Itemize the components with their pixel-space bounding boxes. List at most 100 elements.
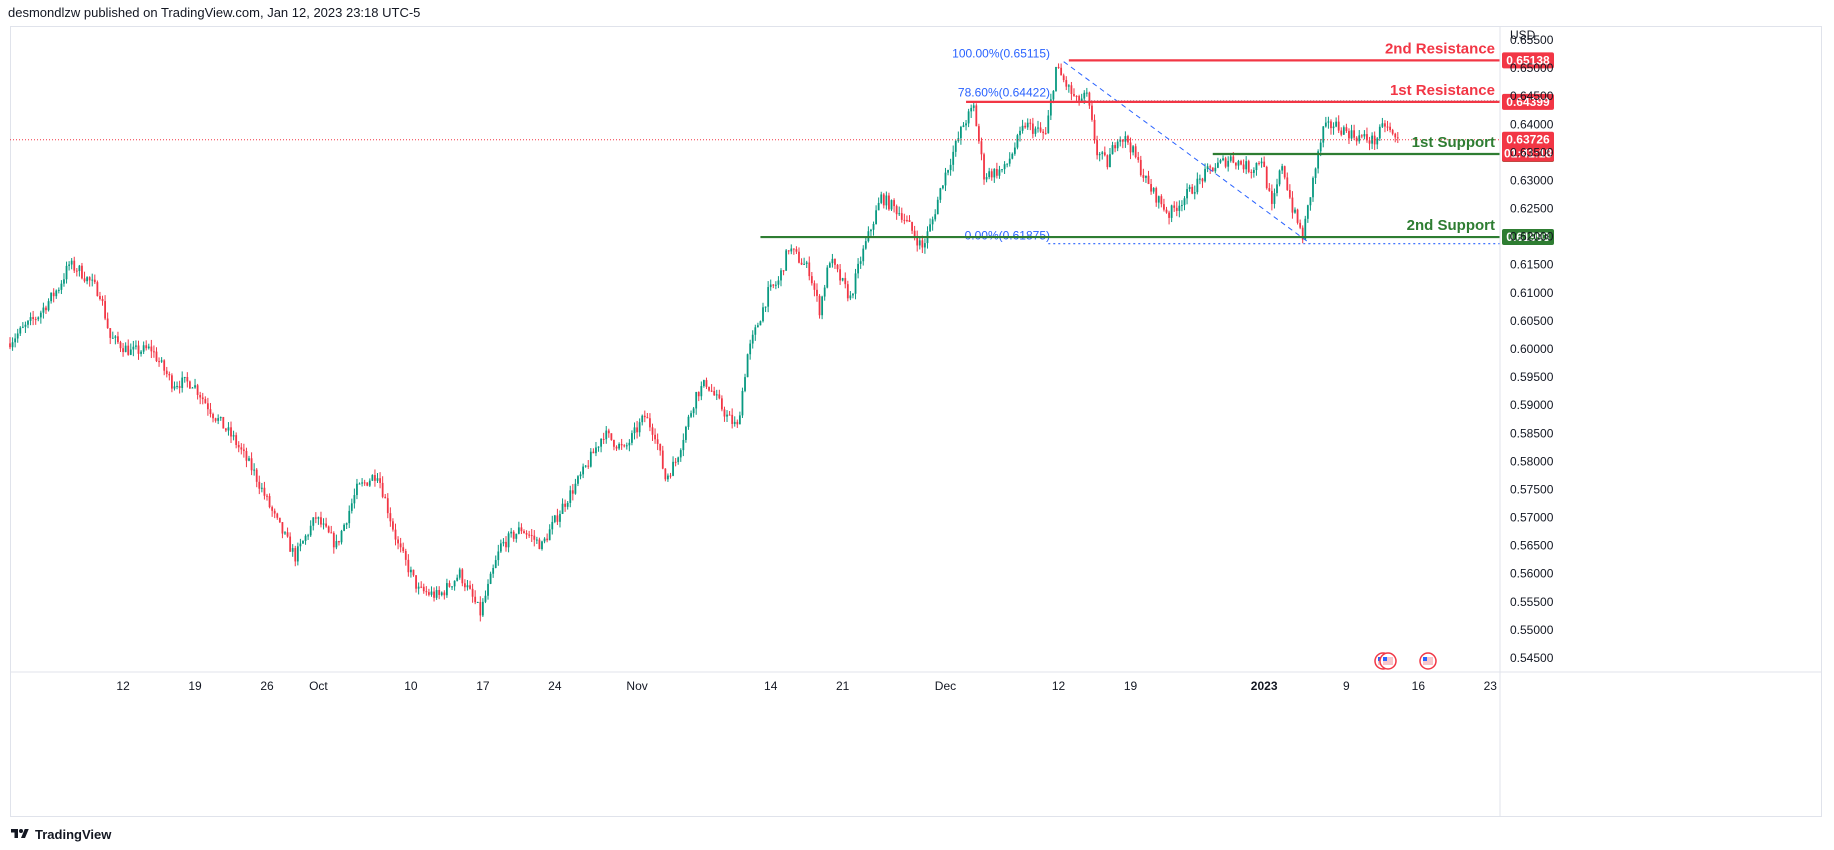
candle-body bbox=[882, 194, 885, 206]
candle-body bbox=[86, 277, 88, 282]
candle-body bbox=[543, 538, 546, 542]
candle-body bbox=[253, 469, 256, 471]
candle-body bbox=[541, 541, 543, 550]
chart-frame bbox=[10, 26, 1822, 817]
candle-body bbox=[1350, 130, 1353, 139]
candle-body bbox=[466, 585, 469, 588]
candle-body bbox=[446, 583, 448, 596]
candle-body bbox=[1240, 161, 1242, 165]
candle-body bbox=[1127, 136, 1129, 143]
x-tick-label: 21 bbox=[836, 679, 850, 693]
candle-body bbox=[942, 185, 944, 189]
candle-body bbox=[708, 386, 710, 391]
candle-body bbox=[109, 328, 112, 338]
candle-body bbox=[1170, 205, 1173, 218]
candle-body bbox=[96, 282, 99, 297]
candle-body bbox=[1373, 135, 1376, 145]
candle-body bbox=[939, 188, 942, 200]
candle-body bbox=[1217, 162, 1219, 168]
candle-body bbox=[1294, 209, 1296, 213]
footer-brand[interactable]: TradingView bbox=[10, 823, 111, 845]
candle-body bbox=[309, 525, 312, 536]
candle-body bbox=[111, 337, 114, 339]
candle-body bbox=[633, 427, 636, 434]
y-tick-label: 0.57000 bbox=[1510, 511, 1554, 525]
flag-stripes-icon bbox=[1383, 657, 1393, 665]
candle-body bbox=[350, 503, 353, 511]
candle-body bbox=[620, 443, 623, 446]
candle-body bbox=[384, 496, 387, 499]
candle-body bbox=[1008, 158, 1011, 164]
candle-body bbox=[623, 445, 626, 447]
candle-body bbox=[810, 276, 813, 284]
candle-body bbox=[921, 240, 924, 248]
candle-body bbox=[854, 273, 857, 294]
candle-body bbox=[592, 451, 595, 454]
candle-body bbox=[127, 345, 130, 355]
candle-body bbox=[37, 317, 40, 320]
candle-layer bbox=[9, 63, 1399, 622]
candle-body bbox=[461, 569, 464, 584]
candle-body bbox=[1245, 161, 1248, 170]
candle-body bbox=[379, 478, 381, 483]
candle-body bbox=[1366, 134, 1368, 141]
candle-body bbox=[713, 391, 716, 396]
y-tick-label: 0.55500 bbox=[1510, 595, 1554, 609]
candle-body bbox=[142, 345, 145, 352]
candle-body bbox=[63, 279, 65, 284]
candle-body bbox=[1163, 204, 1165, 210]
candle-body bbox=[1273, 193, 1276, 204]
candle-body bbox=[189, 381, 191, 389]
candle-body bbox=[1085, 92, 1088, 94]
candle-body bbox=[325, 523, 328, 527]
candle-body bbox=[294, 548, 297, 562]
candle-body bbox=[741, 390, 744, 416]
candle-body bbox=[589, 451, 592, 467]
candle-body bbox=[314, 517, 317, 519]
candle-body bbox=[1034, 128, 1037, 134]
y-tick-label: 0.55000 bbox=[1510, 623, 1554, 637]
candle-body bbox=[75, 270, 78, 272]
candle-body bbox=[944, 172, 947, 186]
candle-body bbox=[1088, 92, 1091, 106]
candle-body bbox=[677, 457, 680, 463]
candle-body bbox=[499, 543, 502, 552]
candle-body bbox=[358, 483, 361, 485]
candle-body bbox=[52, 292, 55, 297]
candle-body bbox=[546, 538, 549, 541]
candle-body bbox=[338, 541, 340, 543]
candle-body bbox=[476, 601, 479, 603]
candle-body bbox=[1037, 127, 1039, 129]
candle-body bbox=[515, 533, 518, 539]
candle-body bbox=[1250, 171, 1253, 173]
candle-body bbox=[631, 433, 633, 443]
candle-body bbox=[720, 398, 723, 410]
candle-body bbox=[818, 295, 821, 316]
candle-body bbox=[299, 543, 302, 547]
candle-body bbox=[1175, 207, 1178, 211]
candle-body bbox=[453, 580, 456, 587]
candle-body bbox=[1067, 85, 1070, 87]
candle-body bbox=[394, 529, 397, 540]
candle-body bbox=[438, 590, 441, 595]
candle-body bbox=[1132, 146, 1134, 153]
candle-body bbox=[1121, 139, 1124, 142]
candle-body bbox=[510, 531, 513, 534]
candle-body bbox=[307, 535, 310, 537]
candle-body bbox=[998, 169, 1001, 176]
level-price-badge bbox=[1502, 93, 1554, 110]
candle-body bbox=[160, 360, 163, 362]
candle-body bbox=[361, 482, 363, 484]
candle-body bbox=[685, 426, 687, 440]
y-tick-label: 0.60500 bbox=[1510, 314, 1554, 328]
candle-body bbox=[1332, 126, 1335, 129]
candle-body bbox=[1013, 147, 1016, 154]
candle-body bbox=[559, 513, 561, 522]
level-price-label: 0.64399 bbox=[1506, 95, 1550, 109]
candle-body bbox=[1055, 66, 1057, 91]
candle-body bbox=[404, 551, 407, 560]
candle-body bbox=[392, 521, 394, 530]
candle-body bbox=[672, 461, 674, 476]
candle-body bbox=[692, 408, 695, 414]
